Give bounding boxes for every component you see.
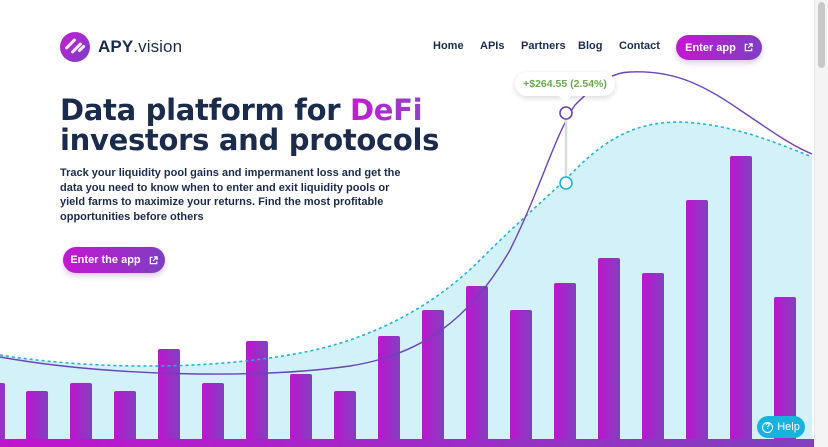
cyan-point — [559, 176, 573, 190]
title-accent: DeFi — [350, 93, 423, 127]
brand-logo[interactable]: APY.vision — [60, 32, 182, 62]
logo-mark-icon — [60, 32, 90, 62]
nav-blog[interactable]: Blog — [578, 40, 603, 52]
nav-contact[interactable]: Contact — [619, 40, 660, 52]
nav-apis[interactable]: APIs — [480, 40, 505, 52]
hero-description: Track your liquidity pool gains and impe… — [60, 167, 401, 223]
question-circle-icon: ? — [762, 421, 774, 433]
help-button[interactable]: ? Help — [757, 416, 805, 438]
chart-baseline — [0, 439, 828, 447]
external-link-icon — [149, 255, 158, 265]
hero-title: Data platform for DeFi investors and pro… — [60, 93, 440, 157]
page-scrollbar[interactable] — [814, 0, 828, 447]
external-link-icon — [744, 43, 753, 52]
enter-app-button[interactable]: Enter app — [676, 35, 762, 60]
nav-partners[interactable]: Partners — [521, 40, 566, 52]
top-navigation: APY.vision Home APIs Partners Blog Conta… — [0, 0, 812, 95]
enter-app-label: Enter app — [685, 41, 736, 54]
chart-tooltip: +$264.55 (2.54%) — [515, 72, 615, 102]
tooltip-value: +$264.55 (2.54%) — [523, 78, 607, 90]
enter-the-app-button[interactable]: Enter the app — [63, 247, 165, 273]
scrollbar-thumb[interactable] — [818, 2, 825, 68]
brand-name: APY.vision — [98, 37, 183, 56]
nav-home[interactable]: Home — [433, 40, 464, 52]
cyan-dotted-line — [0, 121, 813, 367]
help-label: Help — [777, 421, 800, 433]
purple-line — [0, 71, 813, 375]
enter-the-app-label: Enter the app — [70, 254, 141, 266]
purple-point — [559, 106, 573, 120]
bars — [0, 156, 828, 447]
